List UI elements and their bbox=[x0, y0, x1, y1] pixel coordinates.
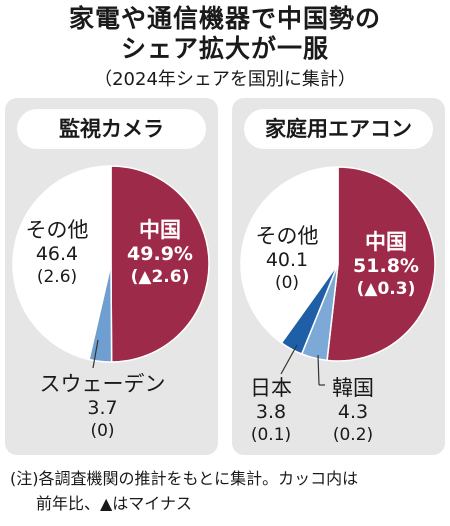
label-japan-aircon-name: 日本 bbox=[250, 376, 292, 400]
label-sweden-camera: スウェーデン 3.7 (0) bbox=[10, 372, 195, 442]
label-japan-aircon-value: 3.8 bbox=[255, 401, 287, 423]
leader-line-sweden bbox=[92, 339, 99, 369]
label-korea-aircon: 韓国 4.3 (0.2) bbox=[318, 376, 388, 446]
footnote-line2: 前年比、▲はマイナス bbox=[36, 494, 192, 513]
label-china-camera-change: (▲2.6) bbox=[130, 267, 190, 287]
label-other-camera-change: (2.6) bbox=[36, 267, 78, 287]
label-other-camera-name: その他 bbox=[25, 218, 89, 242]
label-korea-aircon-change: (0.2) bbox=[332, 425, 374, 445]
pie-surveillance-camera bbox=[12, 165, 210, 363]
label-sweden-camera-name: スウェーデン bbox=[39, 372, 166, 396]
label-sweden-camera-value: 3.7 bbox=[87, 397, 118, 419]
label-korea-aircon-name: 韓国 bbox=[332, 376, 374, 400]
chart-subtitle: （2024年シェアを国別に集計） bbox=[94, 69, 356, 90]
label-china-aircon: 中国 51.8% (▲0.3) bbox=[336, 230, 436, 300]
label-other-aircon-name: その他 bbox=[255, 224, 319, 248]
label-china-camera-value: 49.9% bbox=[127, 243, 193, 265]
label-china-camera: 中国 49.9% (▲2.6) bbox=[110, 218, 210, 288]
label-other-camera-value: 46.4 bbox=[35, 243, 79, 265]
pie-slice-china-camera bbox=[110, 165, 210, 363]
label-china-aircon-change: (▲0.3) bbox=[356, 279, 416, 299]
label-japan-aircon-change: (0.1) bbox=[250, 425, 292, 445]
label-other-aircon-change: (0) bbox=[274, 273, 300, 293]
label-china-aircon-name: 中国 bbox=[365, 230, 407, 254]
pie-slice-china-aircon bbox=[326, 166, 436, 362]
chart-title-line1: 家電や通信機器で中国勢の bbox=[68, 4, 381, 33]
footnote-line1: (注)各調査機関の推計をもとに集計。カッコ内は bbox=[10, 469, 359, 488]
pie-slice-other-aircon bbox=[240, 166, 339, 344]
label-other-camera: その他 46.4 (2.6) bbox=[12, 218, 102, 288]
label-other-aircon: その他 40.1 (0) bbox=[242, 224, 332, 294]
panel-title-surveillance-camera: 監視カメラ bbox=[17, 109, 206, 149]
label-korea-aircon-value: 4.3 bbox=[337, 401, 369, 423]
label-other-aircon-value: 40.1 bbox=[265, 249, 309, 271]
leader-line-korea bbox=[317, 354, 320, 386]
label-china-aircon-value: 51.8% bbox=[353, 255, 419, 277]
leader-line-japan bbox=[280, 344, 298, 375]
label-japan-aircon: 日本 3.8 (0.1) bbox=[236, 376, 306, 446]
pie-air-conditioner bbox=[240, 166, 436, 362]
chart-title-line2: シェア拡大が一服 bbox=[120, 34, 329, 63]
panel-title-air-conditioner: 家庭用エアコン bbox=[244, 109, 433, 149]
footnote: (注)各調査機関の推計をもとに集計。カッコ内は 前年比、▲はマイナス bbox=[10, 466, 442, 516]
label-china-camera-name: 中国 bbox=[139, 218, 181, 242]
label-sweden-camera-change: (0) bbox=[90, 421, 115, 441]
pie-slice-other-camera bbox=[12, 165, 112, 361]
